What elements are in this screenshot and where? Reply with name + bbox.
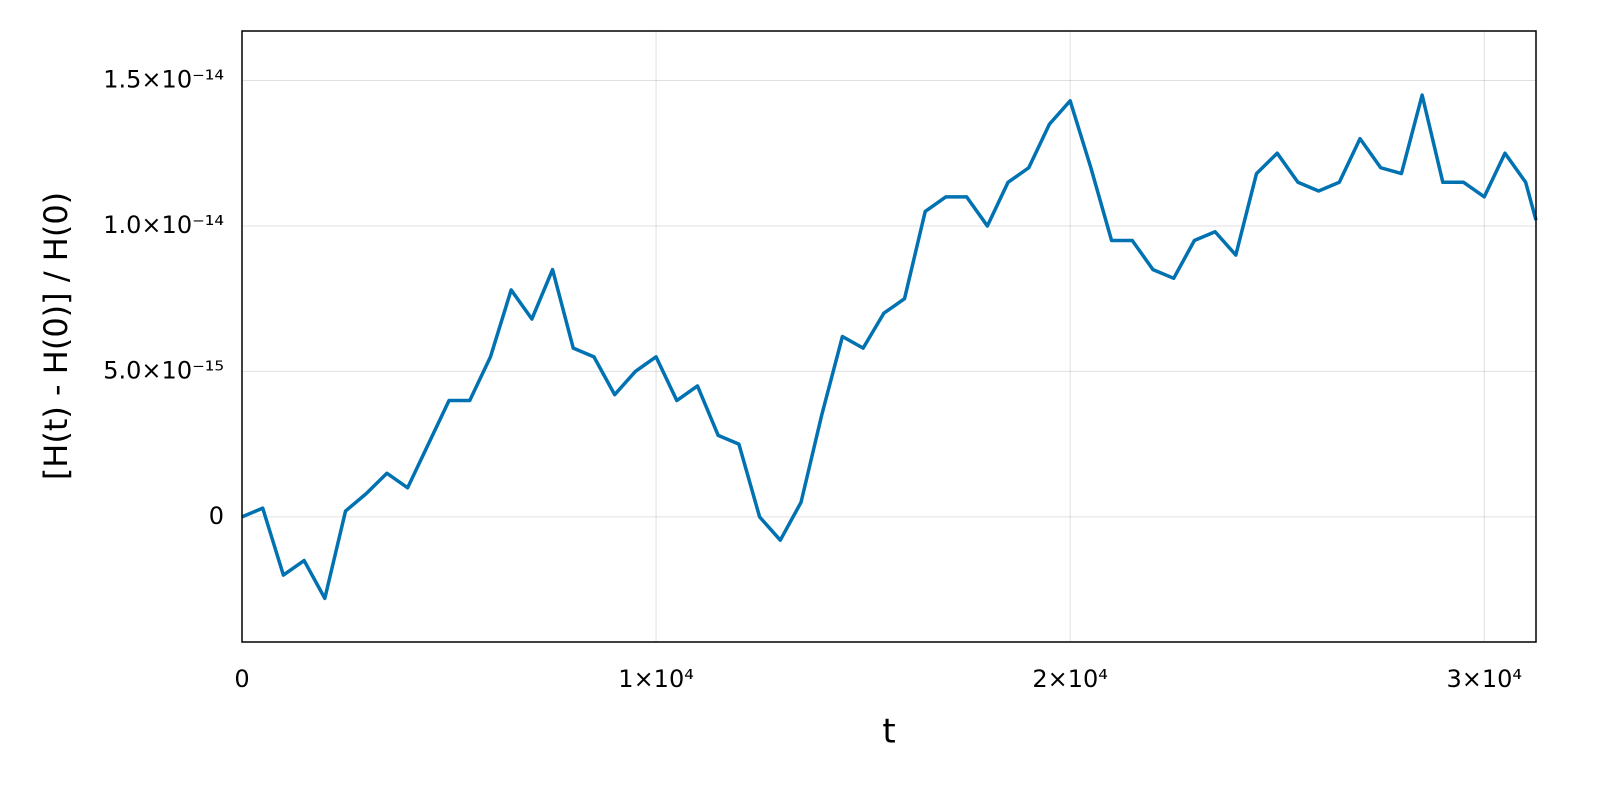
y-tick-label: 1.5×10⁻¹⁴ <box>103 65 224 93</box>
y-tick-label: 0 <box>209 502 224 530</box>
grid <box>241 31 1536 642</box>
x-tick-label: 1×10⁴ <box>618 665 694 693</box>
y-axis-label: [H(t) - H(0)] / H(0) <box>37 192 75 480</box>
x-tick-label: 0 <box>234 665 249 693</box>
x-tick-label: 2×10⁴ <box>1032 665 1108 693</box>
y-tick-label: 5.0×10⁻¹⁵ <box>103 356 224 384</box>
frame <box>241 30 1537 643</box>
y-tick-label: 1.0×10⁻¹⁴ <box>103 211 224 239</box>
data-line <box>241 93 1538 601</box>
x-tick-label: 3×10⁴ <box>1446 665 1522 693</box>
x-axis-label: t <box>882 712 895 752</box>
plot <box>241 93 1538 601</box>
